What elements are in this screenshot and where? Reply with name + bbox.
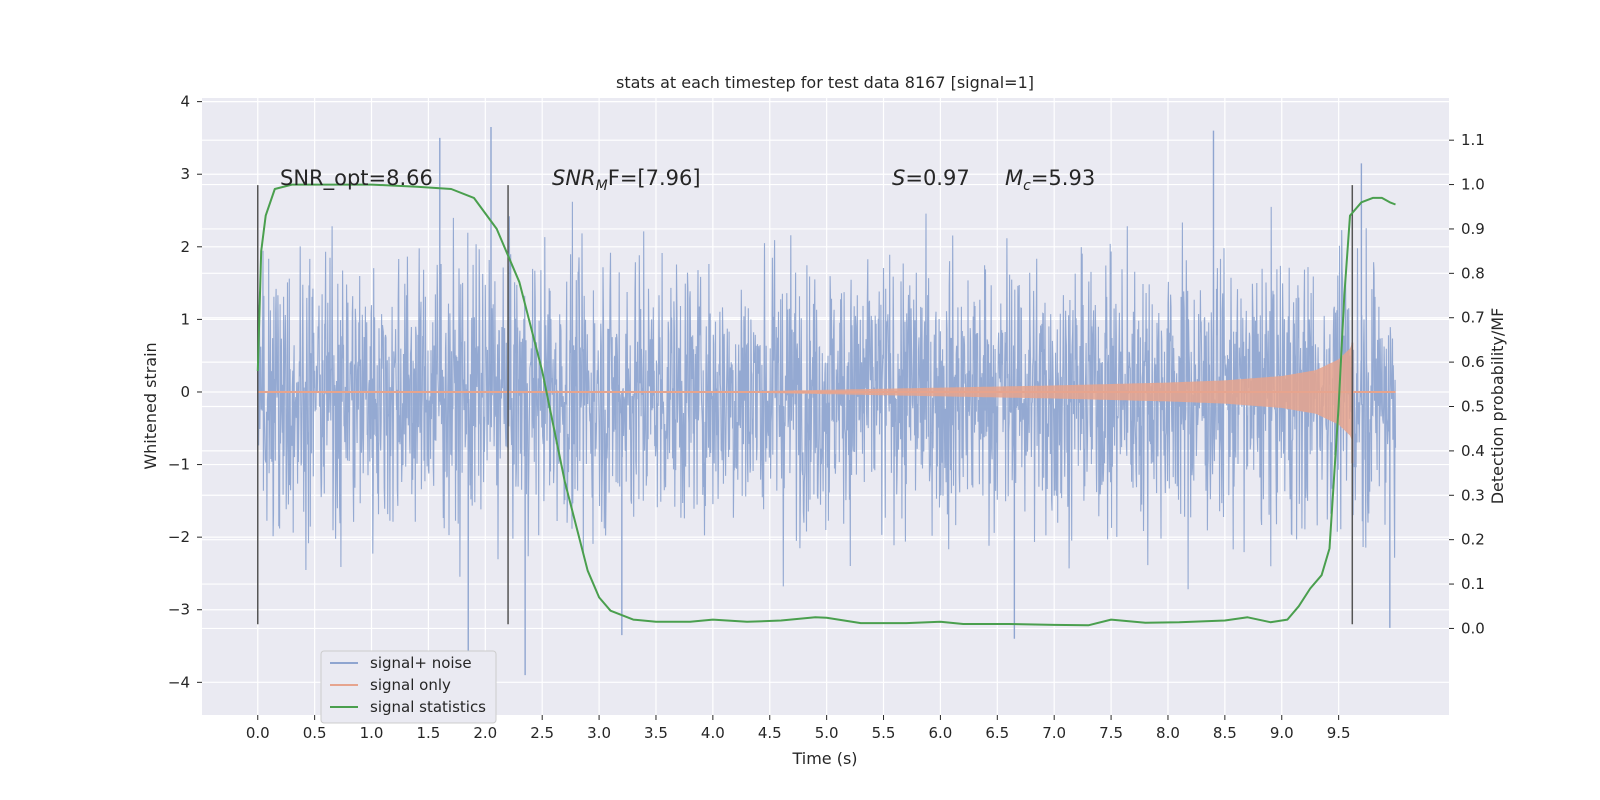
y-tick-label: 4 — [180, 93, 190, 111]
annotation-mc-rest: =5.93 — [1031, 166, 1095, 190]
x-tick-label: 1.0 — [360, 724, 384, 742]
y2-tick-label: 1.1 — [1461, 131, 1485, 149]
y2-tick-label: 0.3 — [1461, 486, 1485, 504]
y-tick-label: 0 — [180, 383, 190, 401]
y-tick-label: −4 — [168, 673, 190, 691]
annotation-mc: Mc=5.93 — [1005, 166, 1095, 194]
annotation-snr-mf: SNRMF=[7.96] — [552, 166, 701, 194]
y2-tick-label: 1.0 — [1461, 176, 1485, 194]
y2-tick-label: 0.8 — [1461, 264, 1485, 282]
series-signal-plus-noise — [257, 127, 1397, 676]
x-tick-label: 9.5 — [1327, 724, 1351, 742]
y2-axis-label: Detection probability/MF — [1488, 308, 1507, 505]
x-axis-label: Time (s) — [791, 749, 857, 768]
series-signal-statistics — [256, 183, 1396, 627]
x-tick-label: 5.0 — [815, 724, 839, 742]
y2-tick-label: 0.2 — [1461, 531, 1485, 549]
y-axis-ticks: 4 3 2 1 0 −1 −2 −3 −4 — [168, 93, 202, 691]
x-tick-label: 4.5 — [758, 724, 782, 742]
x-tick-label: 6.5 — [985, 724, 1009, 742]
y-axis-label: Whitened strain — [141, 342, 160, 469]
annotation-s-italic: S — [892, 166, 905, 190]
annotation-snr-mf-sub: M — [596, 178, 608, 194]
y2-tick-label: 0.4 — [1461, 442, 1485, 460]
annotation-snr-mf-italic: SNR — [552, 166, 596, 190]
x-tick-label: 2.0 — [473, 724, 497, 742]
legend: signal+ noise signal only signal statist… — [320, 650, 497, 724]
x-tick-label: 4.0 — [701, 724, 725, 742]
annotation-snr-opt: SNR_opt=8.66 — [280, 166, 433, 191]
annotation-s-rest: =0.97 — [905, 166, 969, 190]
x-tick-label: 8.0 — [1156, 724, 1180, 742]
y-tick-label: 2 — [180, 238, 190, 256]
legend-label-signal-statistics: signal statistics — [370, 698, 486, 716]
annotation-mc-italic: M — [1005, 166, 1023, 190]
x-tick-label: 2.5 — [530, 724, 554, 742]
x-tick-label: 8.5 — [1213, 724, 1237, 742]
y2-tick-label: 0.7 — [1461, 309, 1485, 327]
legend-label-signal-only: signal only — [370, 676, 451, 694]
annotation-mc-sub: c — [1023, 178, 1031, 194]
vertical-markers — [257, 185, 1354, 625]
x-tick-label: 9.0 — [1270, 724, 1294, 742]
x-tick-label: 3.5 — [644, 724, 668, 742]
y2-tick-label: 0.5 — [1461, 398, 1485, 416]
y-tick-label: −1 — [168, 456, 190, 474]
y2-tick-label: 0.1 — [1461, 575, 1485, 593]
y-tick-label: −2 — [168, 528, 190, 546]
x-tick-label: 7.5 — [1099, 724, 1123, 742]
x-tick-label: 7.0 — [1042, 724, 1066, 742]
legend-label-signal-plus-noise: signal+ noise — [370, 654, 472, 672]
x-axis-ticks: 0.0 0.5 1.0 1.5 2.0 2.5 3.0 3.5 4.0 4.5 5.0 5.5 6.0 6… — [246, 715, 1351, 742]
y2-tick-label: 0.9 — [1461, 220, 1485, 238]
x-tick-label: 1.5 — [416, 724, 440, 742]
noise-trace — [257, 201, 1397, 590]
y-tick-label: 1 — [180, 310, 190, 328]
chart-title: stats at each timestep for test data 816… — [616, 73, 1034, 92]
legend-box — [320, 650, 497, 724]
y2-tick-label: 0.6 — [1461, 353, 1485, 371]
x-tick-label: 0.0 — [246, 724, 270, 742]
y2-tick-label: 0.0 — [1461, 619, 1485, 637]
y-tick-label: −3 — [168, 601, 190, 619]
signal-envelope — [656, 342, 1353, 442]
x-tick-label: 5.5 — [872, 724, 896, 742]
x-tick-label: 6.0 — [928, 724, 952, 742]
statistics-line — [256, 183, 1396, 627]
annotation-s: S=0.97 — [892, 166, 970, 190]
annotation-snr-mf-rest: F=[7.96] — [608, 166, 701, 190]
y-tick-label: 3 — [180, 165, 190, 183]
y2-axis-ticks: 1.1 1.0 0.9 0.8 0.7 0.6 0.5 0.4 0.3 0.2 0.1 0.0 — [1449, 131, 1485, 637]
x-tick-label: 0.5 — [303, 724, 327, 742]
x-tick-label: 3.0 — [587, 724, 611, 742]
